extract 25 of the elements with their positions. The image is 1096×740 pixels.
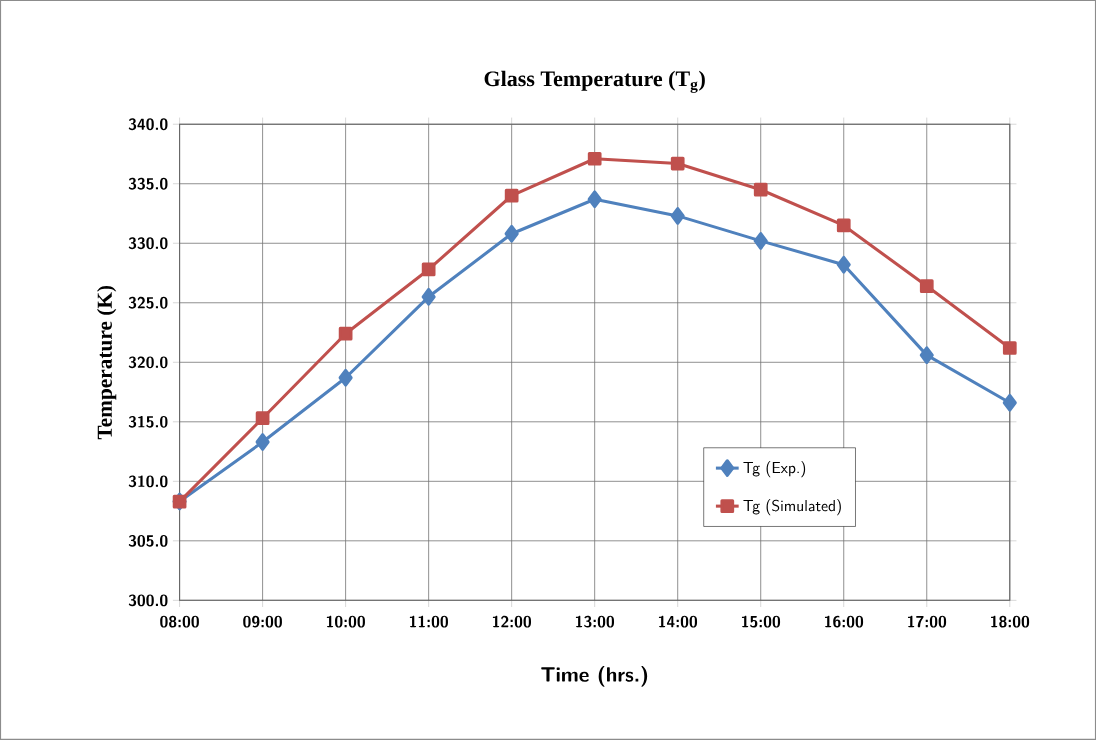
y-tick-label: 340.0 (128, 118, 168, 131)
y-tick-label: 315.0 (128, 415, 168, 428)
x-tick-label: 10:00 (326, 615, 365, 628)
x-tick-label: 08:00 (160, 615, 199, 628)
y-tick-label: 335.0 (128, 177, 168, 190)
y-axis-title: Temperature (K) (96, 285, 117, 440)
chart-title: Glass Temperature (T$_{g}$) (484, 70, 705, 93)
y-tick-label: 310.0 (128, 475, 168, 488)
y-tick-label: 320.0 (128, 356, 168, 369)
x-axis-title: Time (hrs.) (541, 666, 648, 687)
x-tick-label: 18:00 (990, 615, 1030, 628)
legend-label: Tg (Simulated) (743, 499, 841, 516)
y-tick-label: 305.0 (128, 534, 168, 547)
x-tick-label: 17:00 (907, 615, 947, 628)
x-tick-label: 09:00 (243, 615, 282, 628)
x-tick-label: 16:00 (824, 615, 864, 628)
x-tick-label: 14:00 (658, 615, 698, 628)
y-tick-label: 325.0 (128, 296, 168, 309)
x-tick-label: 11:00 (409, 615, 448, 628)
y-tick-label: 300.0 (128, 594, 168, 607)
x-tick-label: 15:00 (741, 615, 781, 628)
legend-label: Tg (Exp.) (743, 461, 806, 478)
x-tick-label: 13:00 (575, 615, 615, 628)
x-tick-label: 12:00 (492, 615, 532, 628)
y-tick-label: 330.0 (128, 237, 168, 250)
